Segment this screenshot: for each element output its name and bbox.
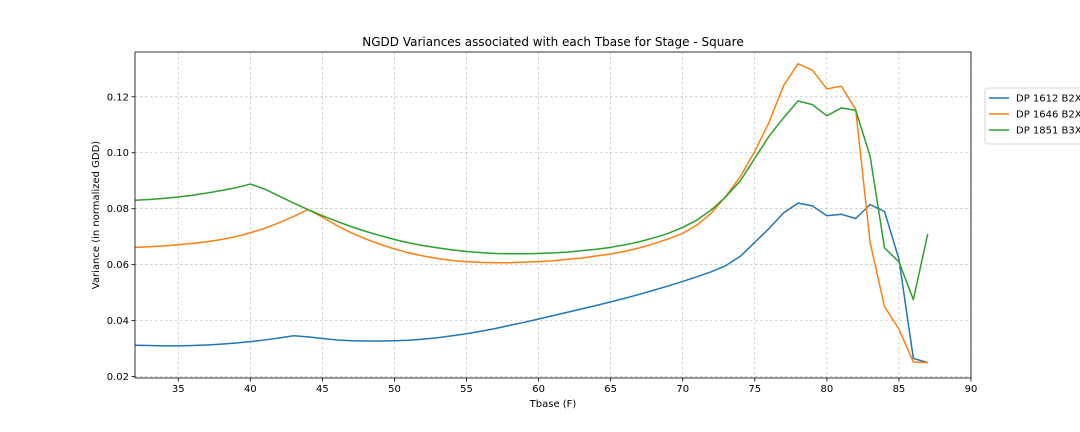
x-tick-label: 45 bbox=[316, 384, 329, 395]
y-tick-label: 0.10 bbox=[107, 148, 129, 159]
y-tick-label: 0.04 bbox=[107, 316, 129, 327]
grid bbox=[135, 52, 972, 378]
x-tick-label: 40 bbox=[244, 384, 257, 395]
y-tick-label: 0.06 bbox=[107, 260, 129, 271]
x-tick-label: 35 bbox=[172, 384, 185, 395]
x-tick-label: 90 bbox=[965, 384, 978, 395]
y-tick-label: 0.02 bbox=[107, 372, 129, 383]
series-line-3 bbox=[134, 100, 929, 301]
legend-label: DP 1851 B3XF bbox=[1016, 126, 1080, 137]
legend-label: DP 1646 B2XF bbox=[1016, 110, 1080, 121]
x-tick-label: 80 bbox=[820, 384, 833, 395]
y-axis-ticks: 0.02 0.04 0.06 0.08 0.10 0.12 bbox=[107, 92, 135, 383]
legend-label: DP 1612 B2X bbox=[1016, 94, 1080, 105]
x-tick-label: 50 bbox=[388, 384, 401, 395]
series-lines bbox=[134, 63, 929, 364]
x-tick-label: 70 bbox=[676, 384, 689, 395]
x-axis-ticks: 35 40 45 50 55 60 65 70 75 80 85 90 bbox=[172, 378, 977, 395]
series-line-2 bbox=[134, 63, 928, 364]
y-axis-label: Variance (in normalized GDD) bbox=[91, 141, 102, 289]
y-tick-label: 0.12 bbox=[107, 92, 129, 103]
x-tick-label: 65 bbox=[604, 384, 617, 395]
chart-title: NGDD Variances associated with each Tbas… bbox=[362, 35, 743, 49]
legend: DP 1612 B2X DP 1646 B2XF DP 1851 B3XF bbox=[984, 87, 1080, 145]
plot-frame bbox=[134, 51, 972, 379]
series-line-1 bbox=[134, 202, 928, 364]
x-tick-label: 85 bbox=[893, 384, 906, 395]
x-tick-label: 55 bbox=[460, 384, 473, 395]
x-axis-label: Tbase (F) bbox=[529, 399, 577, 410]
y-tick-label: 0.08 bbox=[107, 204, 129, 215]
x-tick-label: 75 bbox=[748, 384, 761, 395]
x-tick-label: 60 bbox=[532, 384, 545, 395]
